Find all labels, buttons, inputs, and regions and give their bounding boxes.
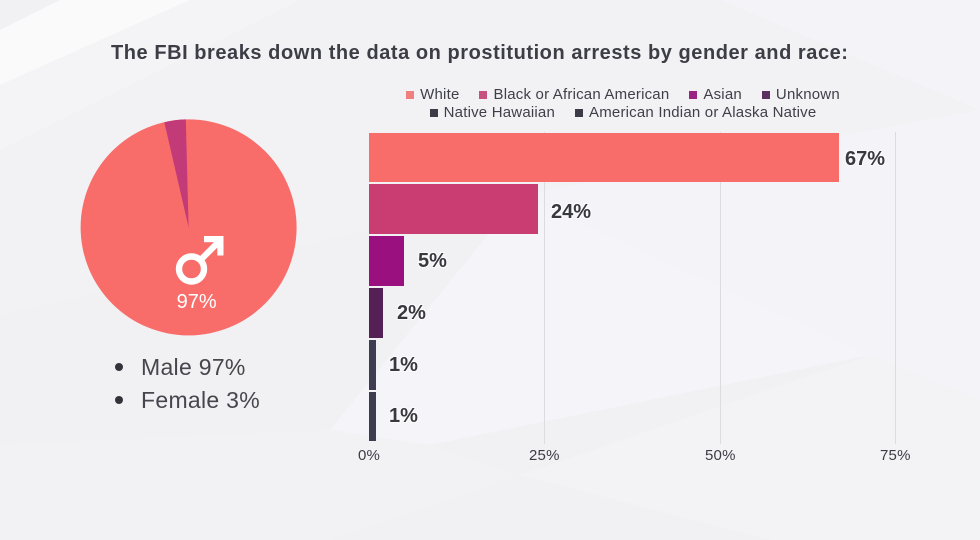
svg-text:97%: 97%	[177, 291, 217, 313]
